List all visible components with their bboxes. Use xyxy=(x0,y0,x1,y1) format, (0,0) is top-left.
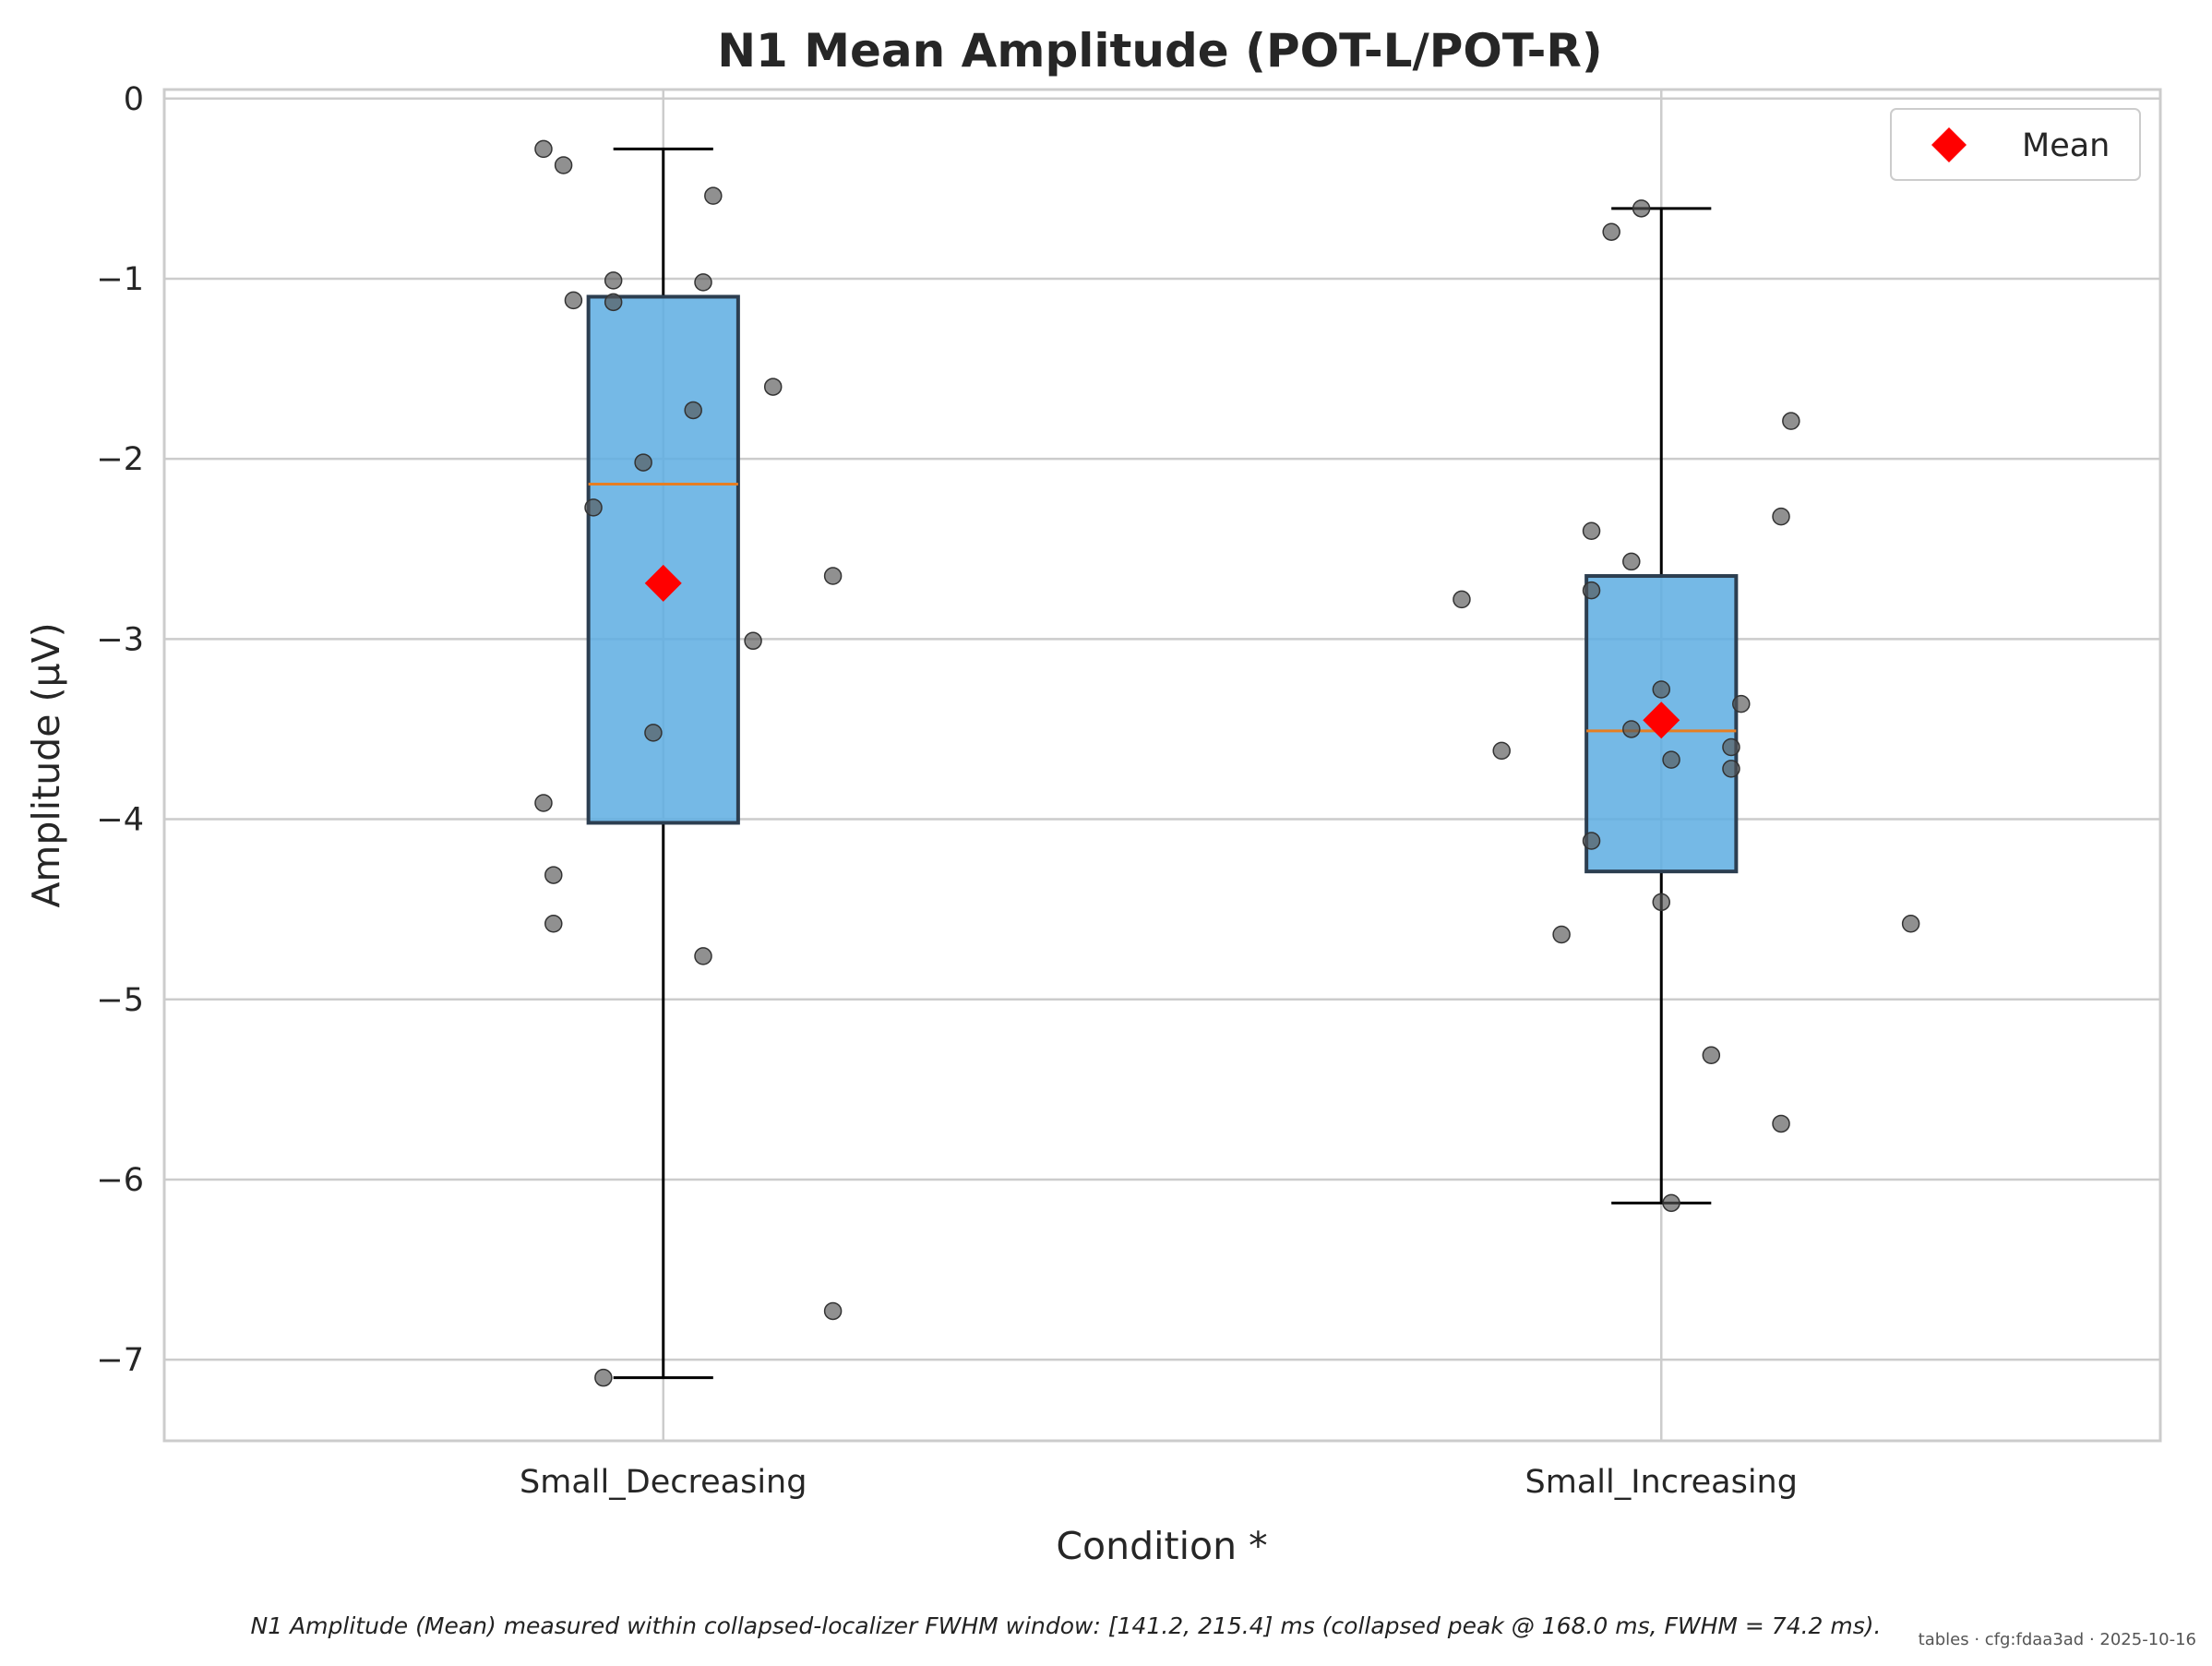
data-point xyxy=(1901,915,1920,933)
data-point xyxy=(823,1301,843,1321)
chart-title: N1 Mean Amplitude (POT-L/POT-R) xyxy=(717,24,1603,78)
watermark: tables · cfg:fdaa3ad · 2025-10-16 xyxy=(1919,1630,2196,1649)
data-point xyxy=(604,271,623,290)
y-tick-labels: 0 −1 −2 −3 −4 −5 −6 −7 xyxy=(96,81,144,1379)
mean-layer xyxy=(644,564,1680,739)
data-point xyxy=(1582,521,1601,540)
data-point xyxy=(1582,581,1601,600)
mean-marker xyxy=(644,564,682,602)
data-point xyxy=(763,378,783,396)
data-point xyxy=(1622,720,1641,738)
data-point xyxy=(534,794,553,812)
y-tick-label: −4 xyxy=(96,802,144,839)
data-point xyxy=(1652,893,1670,912)
x-axis-label: Condition * xyxy=(1056,1524,1267,1568)
data-point xyxy=(634,453,652,472)
data-point xyxy=(544,866,563,884)
legend-mean-marker-icon xyxy=(1931,127,1967,162)
data-point xyxy=(694,273,712,292)
data-point xyxy=(1702,1046,1721,1065)
data-point xyxy=(694,947,712,965)
x-tick-label: Small_Decreasing xyxy=(520,1464,807,1501)
legend-frame xyxy=(1890,108,2141,181)
data-point xyxy=(1632,199,1651,218)
data-point xyxy=(1552,925,1571,944)
data-point xyxy=(1622,552,1641,571)
data-point xyxy=(1662,750,1680,769)
y-axis-label: Amplitude (μV) xyxy=(24,622,68,907)
data-point xyxy=(644,724,663,742)
data-point xyxy=(1782,412,1800,430)
y-tick-label: −1 xyxy=(96,261,144,298)
data-point xyxy=(1722,760,1740,778)
data-point xyxy=(1602,222,1620,241)
y-tick-label: −2 xyxy=(96,441,144,478)
point-layer xyxy=(534,139,1920,1387)
data-point xyxy=(1732,694,1751,713)
data-point xyxy=(1582,832,1601,850)
y-tick-label: −6 xyxy=(96,1162,144,1199)
data-point xyxy=(594,1368,613,1387)
data-point xyxy=(1492,741,1511,761)
y-tick-label: −3 xyxy=(96,621,144,658)
data-point xyxy=(584,498,603,517)
data-point xyxy=(544,915,563,933)
data-point xyxy=(554,156,573,174)
x-tick-labels: Small_Decreasing Small_Increasing xyxy=(520,1464,1798,1501)
data-point xyxy=(1652,680,1670,699)
data-point xyxy=(704,186,723,205)
data-point xyxy=(1772,1114,1790,1133)
data-point xyxy=(1662,1193,1680,1213)
data-point xyxy=(564,291,583,310)
plot-frame xyxy=(162,88,2162,1443)
box-small-decreasing xyxy=(586,294,740,825)
legend-label-mean: Mean xyxy=(2022,127,2110,164)
y-tick-label: −5 xyxy=(96,982,144,1019)
plot-background xyxy=(164,90,2160,1441)
legend: Mean xyxy=(1890,108,2141,181)
figure-caption: N1 Amplitude (Mean) measured within coll… xyxy=(251,1612,1882,1639)
data-point xyxy=(823,567,843,585)
data-point xyxy=(684,401,702,420)
data-point xyxy=(744,631,762,651)
y-tick-label: 0 xyxy=(124,81,144,118)
x-tick-label: Small_Increasing xyxy=(1525,1464,1798,1501)
data-point xyxy=(1772,507,1790,526)
data-point xyxy=(1722,737,1740,757)
y-tick-label: −7 xyxy=(96,1342,144,1379)
data-point xyxy=(604,293,623,312)
data-point xyxy=(1453,590,1471,609)
data-point xyxy=(534,139,553,159)
mean-marker xyxy=(1643,701,1680,739)
